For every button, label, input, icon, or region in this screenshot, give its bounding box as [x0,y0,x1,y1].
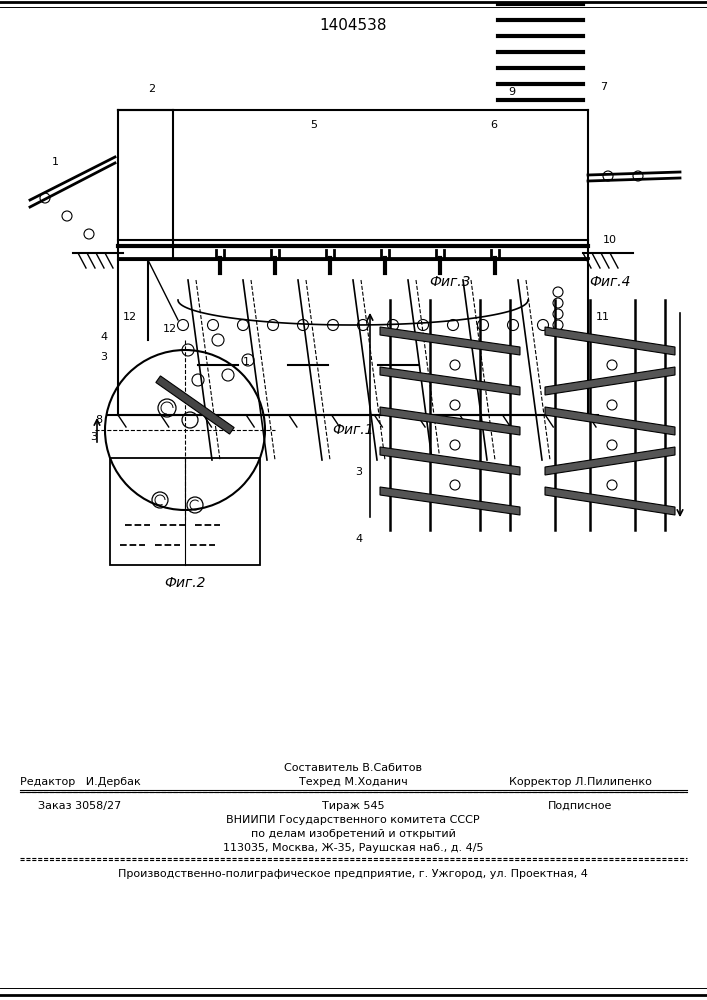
Text: 4: 4 [355,534,362,544]
Text: Корректор Л.Пилипенко: Корректор Л.Пилипенко [508,777,651,787]
Text: 1: 1 [52,157,59,167]
Text: 113035, Москва, Ж-35, Раушская наб., д. 4/5: 113035, Москва, Ж-35, Раушская наб., д. … [223,843,484,853]
Polygon shape [380,327,520,355]
Text: 8: 8 [95,415,102,425]
Text: 1404538: 1404538 [320,17,387,32]
Text: Производственно-полиграфическое предприятие, г. Ужгород, ул. Проектная, 4: Производственно-полиграфическое предприя… [118,869,588,879]
Text: ВНИИПИ Государственного комитета СССР: ВНИИПИ Государственного комитета СССР [226,815,480,825]
Text: 9: 9 [508,87,515,97]
Text: 10: 10 [603,235,617,245]
Text: Техред М.Ходанич: Техред М.Ходанич [298,777,407,787]
Polygon shape [545,367,675,395]
Text: по делам изобретений и открытий: по делам изобретений и открытий [250,829,455,839]
Polygon shape [545,447,675,475]
Text: Фиг.2: Фиг.2 [164,576,206,590]
Polygon shape [380,367,520,395]
Polygon shape [380,407,520,435]
Text: Тираж 545: Тираж 545 [322,801,385,811]
Text: 11: 11 [596,312,610,322]
Text: Составитель В.Сабитов: Составитель В.Сабитов [284,763,422,773]
Text: Заказ 3058/27: Заказ 3058/27 [38,801,122,811]
Text: Редактор   И.Дербак: Редактор И.Дербак [20,777,141,787]
Polygon shape [380,487,520,515]
Text: Фиг.3: Фиг.3 [429,275,471,289]
Polygon shape [156,376,234,434]
Text: 7: 7 [600,82,607,92]
Text: 6: 6 [490,120,497,130]
Text: Фиг.1: Фиг.1 [332,423,374,437]
Text: 1: 1 [243,357,250,367]
Text: Подписное: Подписное [548,801,612,811]
Polygon shape [545,407,675,435]
Text: 3: 3 [100,352,107,362]
Polygon shape [545,327,675,355]
Polygon shape [380,447,520,475]
Text: 3: 3 [355,467,362,477]
Polygon shape [545,487,675,515]
Text: 3: 3 [90,432,97,442]
Text: 4: 4 [100,332,107,342]
Text: Фиг.4: Фиг.4 [589,275,631,289]
Bar [110,458,260,565]
Text: 5: 5 [310,120,317,130]
Text: 12: 12 [163,324,177,334]
Text: 2: 2 [148,84,155,94]
Text: 12: 12 [123,312,137,322]
